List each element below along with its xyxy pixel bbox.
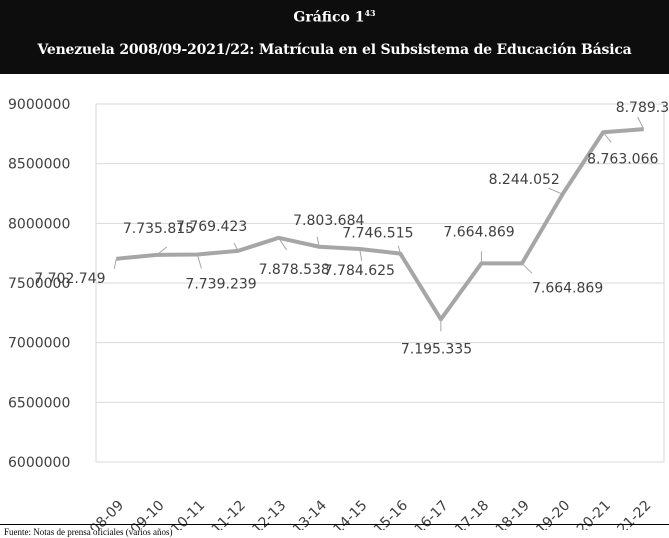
data-label-leader — [316, 236, 320, 247]
x-tick-label: 15-16 — [371, 497, 411, 530]
bottom-rule — [0, 524, 669, 525]
x-tick-label: 14-15 — [330, 498, 370, 530]
data-label: 8.789.356 — [616, 100, 669, 116]
data-label-leader — [397, 245, 401, 254]
x-tick-label: 11-12 — [209, 498, 249, 530]
data-label: 7.878.538 — [259, 262, 330, 278]
data-label: 7.746.515 — [342, 226, 413, 242]
data-label-leader — [521, 262, 533, 274]
x-tick-label: 13-14 — [290, 497, 330, 530]
x-tick-label: 08-09 — [87, 498, 127, 530]
source-note: Fuente: Notas de prensa oficiales (vario… — [4, 527, 173, 537]
data-label: 7.769.423 — [176, 219, 247, 235]
data-label: 8.244.052 — [489, 172, 560, 188]
data-label: 7.702.749 — [34, 271, 105, 287]
x-tick-label: 19-20 — [533, 498, 573, 530]
data-label: 7.739.239 — [185, 276, 256, 292]
x-tick-label: 21-22 — [614, 498, 654, 530]
data-label: 7.735.815 — [123, 221, 194, 237]
data-label-leader — [278, 237, 287, 251]
x-tick-label: 17-18 — [452, 498, 492, 530]
data-label-leader — [637, 116, 645, 130]
y-tick-label: 8000000 — [8, 216, 70, 232]
data-label-leader — [602, 131, 612, 143]
data-label: 7.195.335 — [401, 341, 472, 357]
y-tick-label: 8500000 — [8, 157, 70, 173]
data-label-leader — [548, 187, 563, 195]
y-tick-label: 7000000 — [8, 336, 70, 352]
x-tick-label: 12-13 — [249, 498, 289, 530]
data-label: 7.784.625 — [324, 263, 395, 279]
data-label: 8.763.066 — [587, 151, 658, 167]
data-label-leader — [156, 246, 168, 256]
data-label: 7.664.869 — [532, 280, 603, 296]
data-label: 7.803.684 — [293, 213, 364, 229]
data-label-leader — [233, 242, 239, 252]
footnote-marker: 43 — [364, 8, 376, 18]
x-tick-label: 18-19 — [493, 498, 533, 530]
line-chart: 7.702.749 7.735.815 7.739.239 7.769.423 7.87… — [8, 97, 669, 530]
x-tick-label: 09-10 — [128, 498, 168, 530]
chart-header: Gráfico 143 Venezuela 2008/09-2021/22: M… — [0, 0, 669, 74]
y-tick-label: 6500000 — [8, 395, 70, 411]
data-label-leader — [113, 258, 117, 269]
chart-subtitle: Venezuela 2008/09-2021/22: Matrícula en … — [37, 42, 632, 58]
data-label-leader — [359, 248, 363, 262]
series-line — [116, 127, 644, 322]
y-tick-label: 6000000 — [8, 455, 70, 471]
y-tick-label: 7500000 — [8, 276, 70, 292]
data-label-leader — [196, 254, 202, 269]
x-tick-label: 16-17 — [412, 498, 452, 530]
x-tick-label: 10-11 — [168, 498, 208, 530]
data-label: 7.664.869 — [443, 224, 514, 240]
y-tick-label: 9000000 — [8, 97, 70, 113]
x-tick-label: 20-21 — [574, 498, 614, 530]
chart-title: Gráfico 143 — [293, 8, 376, 26]
